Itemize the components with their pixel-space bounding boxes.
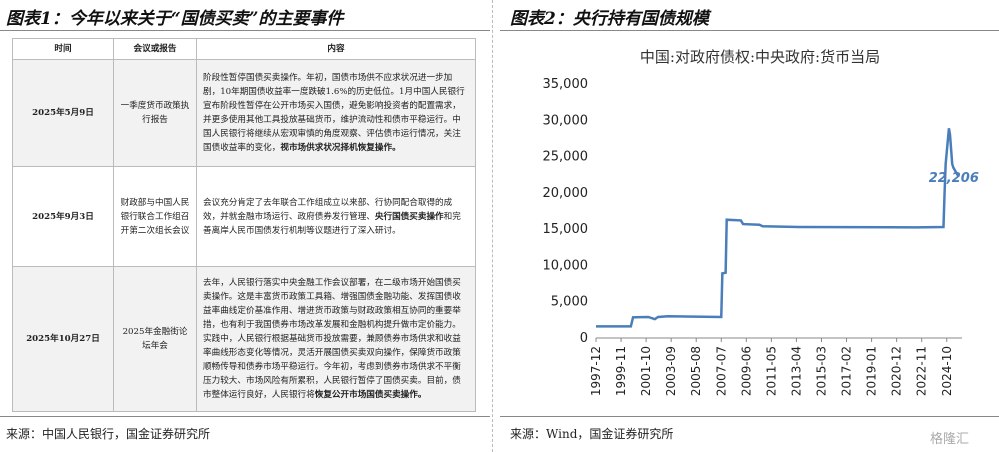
x-tick-label: 2007-07 (714, 346, 728, 396)
watermark: 格隆汇 (930, 432, 970, 447)
date-cell: 2025年5月9日 (12, 59, 114, 167)
x-tick-label: 1999-11 (614, 346, 628, 396)
event-cell: 财政部与中国人民银行联合工作组召开第二次组长会议 (113, 166, 197, 267)
x-tick-label: 2009-06 (739, 346, 753, 396)
content-text: 和完善离岸人民币国债发行机制等议题进行了深入研讨。 (203, 211, 461, 236)
date-cell: 2025年10月27日 (12, 266, 114, 412)
content-cell: 阶段性暂停国债买卖操作。年初，国债市场供不应求状况进一步加剧，10年期国债收益率… (196, 59, 476, 167)
chart-title: 中国:对政府债权:中央政府:货币当局 (640, 48, 880, 66)
x-tick-label: 2013-04 (789, 346, 803, 396)
annotation: 22,206 (929, 171, 979, 186)
y-tick-label: 20,000 (543, 186, 589, 201)
x-tick-label: 2024-10 (940, 346, 954, 396)
header-cell: 时间 (12, 38, 114, 60)
source: 来源：Wind，国金证券研究所 (510, 427, 674, 441)
header-cell: 内容 (196, 38, 476, 60)
x-tick-label: 2011-05 (764, 346, 778, 396)
y-tick-label: 35,000 (543, 77, 589, 92)
content-text: 视市场供求状况择机恢复操作。 (280, 143, 401, 153)
content-text: 央行国债买卖操作 (374, 211, 444, 222)
y-tick-label: 10,000 (543, 258, 589, 273)
panel-title: 图表1：今年以来关于“国债买卖”的主要事件 (6, 9, 344, 29)
y-tick-label: 0 (580, 331, 588, 346)
table-row: 2025年9月3日 财政部与中国人民银行联合工作组召开第二次组长会议 会议充分肯定了… (12, 166, 476, 267)
events-table: 时间 会议或报告 内容 2025年5月9日 一季度货币政策执行报告 阶段性暂停国债买… (12, 38, 476, 412)
rule (0, 30, 490, 31)
y-tick-label: 5,000 (551, 295, 588, 310)
source: 来源：中国人民银行，国金证券研究所 (6, 427, 211, 441)
x-tick-label: 2015-03 (814, 346, 828, 396)
content-text: 会议充分肯定了去年联合工作组成立以来部、行协同配合取得的成效，并就金融市场运行、… (203, 197, 453, 222)
content-text: 去年，人民银行落实中央金融工作会议部署，在二级市场开始国债买卖操作。这是丰富货币… (203, 278, 461, 400)
header-cell: 会议或报告 (113, 38, 197, 60)
x-tick-label: 2022-11 (915, 346, 929, 396)
x-tick-label: 2020-12 (890, 346, 904, 396)
line (596, 128, 960, 328)
content-cell: 去年，人民银行落实中央金融工作会议部署，在二级市场开始国债买卖操作。这是丰富货币… (196, 266, 476, 412)
x-tick-label: 1997-12 (589, 346, 603, 396)
x-tick-label: 2001-10 (639, 346, 653, 396)
y-tick-label: 25,000 (543, 150, 589, 165)
chart: 中国:对政府债权:中央政府:货币当局 0 5,000 10,000 15,000 20,… (543, 48, 979, 396)
table-row: 2025年5月9日 一季度货币政策执行报告 阶段性暂停国债买卖操作。年初，国债市场供… (12, 59, 476, 167)
y-tick-label: 15,000 (543, 222, 589, 237)
content-cell: 会议充分肯定了去年联合工作组成立以来部、行协同配合取得的成效，并就金融市场运行、… (196, 166, 476, 267)
panel-title: 图表2：央行持有国债规模 (510, 9, 709, 29)
x-tick-label: 2019-01 (865, 346, 879, 396)
x-tick-label: 2005-08 (689, 346, 703, 396)
date-cell: 2025年9月3日 (12, 166, 114, 267)
content-text: 阶段性暂停国债买卖操作。年初，国债市场供不应求状况进一步加剧，10年期国债收益率… (203, 73, 465, 153)
table-row: 2025年10月27日 2025年金融街论坛年会 去年，人民银行落实中央金融工作会议… (12, 266, 476, 412)
rule (0, 416, 490, 417)
event-cell: 一季度货币政策执行报告 (113, 59, 197, 167)
divider (492, 0, 494, 452)
rule (500, 416, 999, 417)
event-cell: 2025年金融街论坛年会 (113, 266, 197, 412)
y-tick-label: 30,000 (543, 113, 589, 128)
content-text: 恢复公开市场国债买卖操作。 (314, 390, 427, 400)
x-tick-label: 2017-02 (840, 346, 854, 396)
x-tick-label: 2003-09 (664, 346, 678, 396)
rule (500, 30, 999, 31)
